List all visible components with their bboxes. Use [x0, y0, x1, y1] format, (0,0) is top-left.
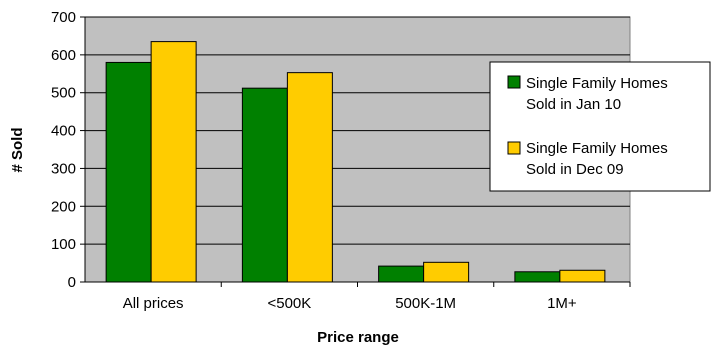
- y-tick-label: 700: [51, 9, 76, 26]
- x-tick-label: All prices: [123, 295, 184, 312]
- y-tick-label: 0: [68, 274, 76, 291]
- legend-box: [489, 61, 711, 192]
- y-tick-label: 300: [51, 160, 76, 177]
- legend-label-jan: Single Family Homes Sold in Jan 10: [526, 75, 668, 113]
- bars: [105, 41, 606, 283]
- x-tick-labels: All prices <500K 500K-1M 1M+: [123, 282, 631, 312]
- bar-dec-3: [559, 269, 606, 283]
- legend-swatch-dec: [507, 141, 521, 155]
- x-axis-title: Price range: [317, 329, 399, 346]
- bar-jan-1: [241, 87, 288, 283]
- bar-dec-2: [423, 261, 470, 283]
- x-tick-label: 500K-1M: [395, 295, 456, 312]
- y-tick-label: 400: [51, 123, 76, 140]
- bar-jan-0: [105, 61, 152, 283]
- bar-dec-0: [150, 41, 197, 283]
- legend-swatch-jan: [507, 75, 521, 89]
- bar-jan-3: [514, 271, 561, 283]
- y-tick-label: 600: [51, 47, 76, 64]
- y-tick-labels: 0 100 200 300 400 500 600 700: [51, 9, 85, 291]
- y-tick-label: 200: [51, 198, 76, 215]
- y-tick-label: 500: [51, 85, 76, 102]
- x-tick-label: 1M+: [547, 295, 577, 312]
- bar-dec-1: [286, 72, 333, 283]
- y-tick-label: 100: [51, 236, 76, 253]
- legend: Single Family Homes Sold in Jan 10 Single…: [489, 61, 711, 192]
- legend-label-dec: Single Family Homes Sold in Dec 09: [526, 140, 668, 178]
- bar-jan-2: [378, 265, 425, 283]
- y-axis-title: # Sold: [9, 127, 26, 172]
- x-tick-label: <500K: [267, 295, 311, 312]
